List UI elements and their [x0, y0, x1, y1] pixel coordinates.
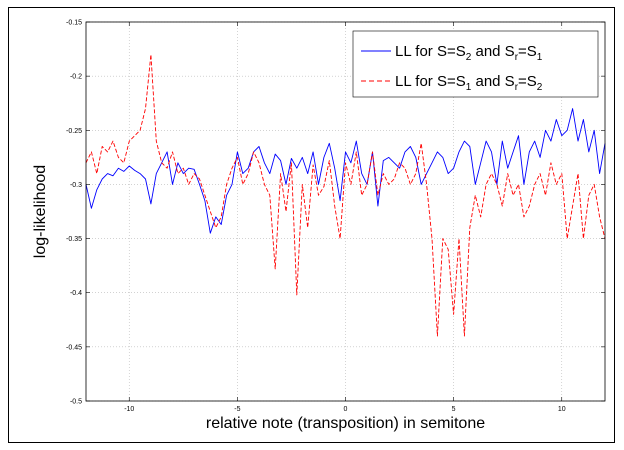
- y-tick-label: -0.15: [66, 20, 82, 27]
- y-tick-label: -0.45: [66, 344, 82, 351]
- y-tick-label: -0.25: [66, 128, 82, 135]
- y-tick-label: -0.35: [66, 236, 82, 243]
- y-tick-label: -0.2: [70, 74, 82, 81]
- legend: LL for S=S2 and Sr=S1 LL for S=S1 and Sr=…: [352, 30, 599, 98]
- legend-label-1: LL for S=S2 and Sr=S1: [395, 43, 543, 63]
- y-tick-label: -0.5: [70, 399, 82, 406]
- series-line-2: [85, 54, 606, 337]
- x-tick-label: 0: [344, 406, 348, 413]
- legend-label-2: LL for S=S1 and Sr=S2: [395, 73, 543, 93]
- chart-svg: -10 -5 0 5 10 -0.5 -0.45 -0.4 -0.35 -0.3 -0.25 -0.2…: [32, 20, 606, 432]
- legend-box: [352, 30, 599, 98]
- series-line-1: [85, 108, 606, 234]
- x-tick-label: 5: [452, 406, 456, 413]
- axis-ticks: -10 -5 0 5 10 -0.5 -0.45 -0.4 -0.35 -0.3 -0.25 -0.2…: [66, 20, 605, 413]
- x-tick-label: -10: [124, 406, 134, 413]
- y-tick-label: -0.3: [70, 182, 82, 189]
- x-axis-label: relative note (transposition) in semiton…: [206, 415, 485, 432]
- figure-frame: -10 -5 0 5 10 -0.5 -0.45 -0.4 -0.35 -0.3 -0.25 -0.2…: [8, 7, 615, 443]
- y-axis-label: log-likelihood: [32, 165, 49, 258]
- series-layer: [85, 54, 606, 337]
- y-tick-label: -0.4: [70, 290, 82, 297]
- x-tick-label: -5: [234, 406, 240, 413]
- x-tick-label: 10: [558, 406, 566, 413]
